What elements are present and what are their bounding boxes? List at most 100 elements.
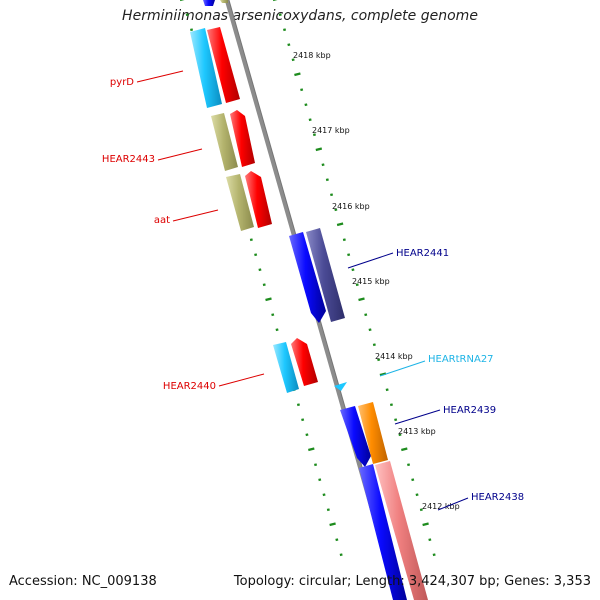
scale-tick-minor	[262, 283, 266, 287]
gene-feature-blue-lower[interactable]	[359, 464, 407, 600]
gene-label-heartrna27[interactable]: HEARtRNA27	[428, 354, 494, 365]
gene-feature-cyan-hear2440[interactable]	[273, 342, 299, 393]
gene-label-hear2440[interactable]: HEAR2440	[163, 381, 216, 392]
leader-line-hear2441	[347, 252, 394, 269]
scale-tick-minor	[334, 208, 338, 212]
scale-tick-minor	[301, 418, 305, 422]
scale-tick-major	[401, 447, 408, 452]
scale-tick-minor	[318, 478, 322, 482]
scale-label-2415: 2415 kbp	[352, 277, 390, 286]
scale-tick-minor	[321, 163, 325, 167]
gene-label-hear2441[interactable]: HEAR2441	[396, 248, 449, 259]
accession-info: Accession: NC_009138	[9, 574, 157, 589]
gene-feature-red-pyrd[interactable]	[207, 27, 240, 103]
gene-features	[190, 0, 428, 600]
scale-tick-minor	[325, 178, 329, 182]
scale-tick-minor	[308, 118, 312, 122]
scale-tick-minor	[291, 58, 295, 62]
leader-line-hear2438	[437, 497, 469, 511]
scale-tick-major	[329, 522, 336, 527]
scale-tick-minor	[278, 13, 282, 17]
leader-line-hear2443	[157, 148, 203, 161]
scale-tick-minor	[351, 268, 355, 272]
scale-tick-minor	[428, 538, 432, 542]
scale-tick-minor	[415, 493, 419, 497]
scale-tick-minor	[322, 493, 326, 497]
scale-tick-minor	[296, 403, 300, 407]
trna-feature-hearTRNA27[interactable]	[334, 382, 347, 391]
gene-feature-blue-hear2439[interactable]	[340, 406, 371, 467]
gene-feature-blue-hear2441[interactable]	[289, 232, 326, 323]
scale-tick-minor	[419, 508, 423, 512]
scale-tick-minor	[283, 28, 287, 32]
scale-tick-minor	[339, 553, 343, 557]
gene-labels: pyrD HEAR2443 aat HEAR2441 HEARtRNA27 HE…	[102, 77, 524, 503]
gene-feature-olive-aat[interactable]	[226, 174, 254, 231]
gene-feature-orange-hear2439[interactable]	[358, 402, 388, 464]
scale-tick-minor	[300, 88, 304, 92]
scale-tick-minor	[368, 328, 372, 332]
scale-tick-minor	[305, 433, 309, 437]
gene-label-aat[interactable]: aat	[154, 215, 170, 226]
scale-tick-minor	[411, 478, 415, 482]
gene-feature-top-blue[interactable]	[203, 0, 215, 6]
gene-feature-red-hear2440[interactable]	[291, 338, 318, 386]
scale-label-2414: 2414 kbp	[375, 352, 413, 361]
scale-tick-major	[265, 297, 272, 302]
leader-line-pyrd	[136, 70, 184, 83]
scale-tick-minor	[407, 463, 411, 467]
gene-feature-olive-hear2443[interactable]	[211, 113, 238, 171]
scale-tick-minor	[355, 283, 359, 287]
scale-tick-minor	[254, 253, 258, 257]
scale-tick-minor	[432, 553, 436, 557]
scale-label-2413: 2413 kbp	[398, 427, 436, 436]
scale-label-2416: 2416 kbp	[332, 202, 370, 211]
gene-feature-navy-hear2441[interactable]	[306, 228, 345, 322]
leader-line-aat	[172, 209, 219, 222]
right-scale-track	[273, 0, 436, 557]
scale-tick-minor	[275, 328, 279, 332]
scale-tick-minor	[372, 343, 376, 347]
scale-tick-minor	[312, 133, 316, 137]
gene-label-hear2439[interactable]: HEAR2439	[443, 405, 496, 416]
scale-tick-minor	[249, 238, 253, 242]
gene-feature-top-olive[interactable]	[220, 0, 228, 3]
scale-tick-minor	[377, 358, 381, 362]
scale-label-2417: 2417 kbp	[312, 126, 350, 135]
scale-labels: 2418 kbp 2417 kbp 2416 kbp 2415 kbp 2414…	[293, 51, 460, 511]
scale-tick-major	[358, 297, 365, 302]
scale-label-2412: 2412 kbp	[422, 502, 460, 511]
topology-info: Topology: circular; Length: 3,424,307 bp…	[233, 574, 591, 589]
scale-label-2418: 2418 kbp	[293, 51, 331, 60]
scale-tick-minor	[185, 13, 189, 17]
scale-tick-major	[422, 522, 429, 527]
scale-tick-minor	[287, 43, 291, 47]
leader-line-heartrna27	[379, 360, 426, 377]
scale-tick-minor	[304, 103, 308, 107]
scale-tick-major	[379, 372, 387, 377]
gene-feature-red-hear2443[interactable]	[230, 110, 255, 167]
scale-tick-minor	[271, 313, 275, 317]
scale-tick-major	[308, 447, 315, 452]
leader-line-hear2440	[218, 373, 265, 387]
scale-tick-major	[294, 72, 301, 77]
gene-label-hear2443[interactable]: HEAR2443	[102, 154, 155, 165]
map-title: Herminiimonas arsenicoxydans, complete g…	[122, 8, 478, 24]
gene-feature-red-aat[interactable]	[245, 171, 272, 228]
scale-tick-minor	[335, 538, 339, 542]
gene-label-hear2438[interactable]: HEAR2438	[471, 492, 524, 503]
scale-tick-minor	[398, 433, 402, 437]
scale-tick-minor	[385, 388, 389, 392]
gene-feature-pink-hear2438[interactable]	[375, 461, 428, 600]
leader-line-hear2439	[394, 409, 441, 425]
scale-tick-minor	[326, 508, 330, 512]
scale-tick-minor	[342, 238, 346, 242]
scale-tick-minor	[258, 268, 262, 272]
scale-tick-minor	[347, 253, 351, 257]
gene-feature-cyan-pyrd[interactable]	[190, 28, 222, 108]
label-leader-lines	[136, 70, 469, 511]
gene-label-pyrd[interactable]: pyrD	[110, 77, 134, 88]
scale-tick-minor	[190, 28, 194, 32]
scale-tick-minor	[314, 463, 318, 467]
